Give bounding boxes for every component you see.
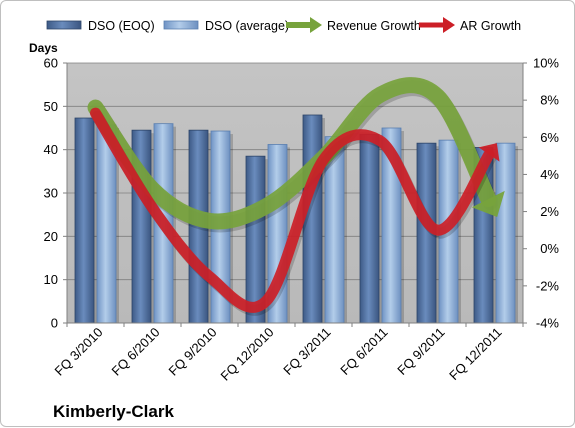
company-name: Kimberly-Clark	[53, 402, 174, 421]
x-tick-label: FQ 9/2010	[166, 325, 220, 379]
x-tick-label: FQ 9/2011	[394, 325, 447, 378]
growth-arrows	[87, 77, 505, 316]
y2-tick-label: 4%	[540, 167, 559, 182]
left-axis: 0 10 20 30 40 50 60	[44, 56, 68, 331]
legend-label: AR Growth	[460, 19, 521, 33]
x-tick-label: FQ 3/2010	[52, 325, 106, 379]
y-tick-label: 10	[44, 272, 58, 287]
legend-item: AR Growth	[419, 17, 521, 33]
legend-swatch-head	[310, 17, 322, 33]
x-tick-label: FQ 6/2011	[337, 325, 390, 378]
x-tick-label: FQ 6/2010	[109, 325, 163, 379]
x-tick-label: FQ 3/2011	[280, 325, 333, 378]
y-tick-label: 30	[44, 186, 58, 201]
bar-dso-average	[495, 142, 518, 324]
legend-label: DSO (average)	[205, 19, 289, 33]
y2-tick-label: -4%	[536, 316, 560, 331]
y-axis-title: Days	[29, 41, 58, 55]
legend-item: DSO (average)	[163, 19, 289, 33]
legend: DSO (EOQ) DSO (average) Revenue Growth AR G…	[46, 17, 521, 33]
y-tick-label: 20	[44, 229, 58, 244]
legend-item: DSO (EOQ)	[46, 19, 155, 33]
bar-dso-average	[324, 136, 347, 324]
legend-swatch-head	[443, 17, 455, 33]
y2-tick-label: 2%	[540, 204, 559, 219]
bar-dso-eoq	[359, 134, 382, 324]
bar-dso-eoq	[74, 117, 97, 324]
y-tick-label: 40	[44, 142, 58, 157]
y-tick-label: 60	[44, 56, 58, 71]
x-tick-label: FQ 12/2010	[217, 325, 276, 384]
x-tick-label: FQ 12/2011	[446, 325, 504, 383]
legend-label: Revenue Growth	[327, 19, 421, 33]
legend-swatch	[163, 20, 199, 30]
y2-tick-label: -2%	[536, 278, 560, 293]
ar-growth-arrow	[90, 107, 500, 316]
bar-dso-eoq	[416, 142, 439, 324]
right-axis: -4% -2% 0% 2% 4% 6% 8% 10%	[522, 56, 560, 331]
y2-tick-label: 8%	[540, 93, 559, 108]
legend-item: Revenue Growth	[286, 17, 421, 33]
y-tick-label: 0	[51, 316, 58, 331]
legend-label: DSO (EOQ)	[88, 19, 155, 33]
y-tick-label: 50	[44, 99, 58, 114]
legend-swatch	[46, 20, 82, 30]
y2-tick-label: 6%	[540, 130, 559, 145]
y2-tick-label: 0%	[540, 241, 559, 256]
revenue-growth-arrow	[87, 77, 505, 233]
y2-tick-label: 10%	[533, 56, 559, 71]
